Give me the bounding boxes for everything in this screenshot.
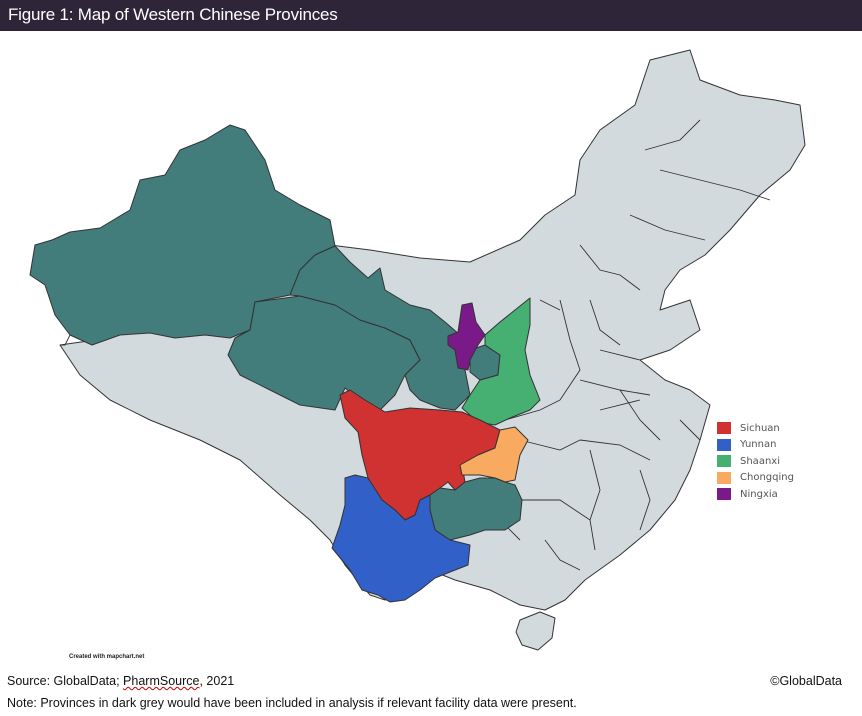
legend-swatch-shaanxi [717,455,731,468]
legend-item-shaanxi: Shaanxi [717,453,794,470]
source-suffix: , 2021 [199,674,235,688]
legend-swatch-chongqing [717,471,731,484]
title-bar: Figure 1: Map of Western Chinese Provinc… [0,0,862,31]
legend-label: Chongqing [740,472,794,484]
china-map [0,31,862,661]
source-pharmsource: PharmSource [123,674,200,688]
legend-swatch-sichuan [717,422,731,435]
province-borders-east [479,119,771,571]
legend-item-chongqing: Chongqing [717,470,794,487]
legend-label: Shaanxi [740,455,780,467]
legend-label: Sichuan [740,422,780,434]
footnote: Note: Provinces in dark grey would have … [7,696,577,710]
region-gansu [289,245,471,411]
legend-label: Yunnan [740,439,777,451]
source-prefix: Source: GlobalData; [7,674,124,688]
legend-item-sichuan: Sichuan [717,420,794,437]
legend-swatch-yunnan [717,438,731,451]
source-line: Source: GlobalData; PharmSource, 2021 [7,674,234,688]
region-yunnan [331,474,471,603]
region-hainan [515,611,556,651]
map-legend: Sichuan Yunnan Shaanxi Chongqing Ningxia [717,420,794,503]
region-ningxia [447,302,486,371]
mapchart-credit: Created with mapchart.net [69,654,145,660]
legend-label: Ningxia [740,488,778,500]
tibet-border [60,334,71,346]
legend-item-yunnan: Yunnan [717,437,794,454]
legend-swatch-ningxia [717,488,731,501]
figure-title: Figure 1: Map of Western Chinese Provinc… [8,5,338,24]
region-shaanxi [461,297,541,426]
copyright: ©GlobalData [770,674,842,688]
legend-item-ningxia: Ningxia [717,486,794,503]
